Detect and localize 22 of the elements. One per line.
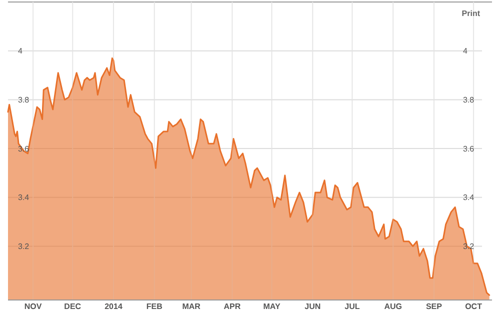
x-tick-label: OCT — [465, 302, 482, 311]
x-tick-label: MAY — [263, 302, 281, 311]
x-tick-label: JUN — [304, 302, 321, 311]
y2-tick-label: 4 — [463, 46, 468, 56]
x-tick-label: 2014 — [104, 302, 123, 311]
y-tick-label: 3.4 — [18, 193, 30, 202]
x-tick-label: FEB — [146, 302, 163, 311]
x-tick-label: NOV — [24, 302, 42, 311]
x-tick-label: SEP — [426, 302, 443, 311]
y-tick-label: 3.8 — [18, 96, 30, 105]
y2-tick-label: 3.4 — [463, 193, 475, 202]
y2-tick-label: 3.2 — [463, 242, 475, 252]
x-tick-label: MAR — [182, 302, 201, 311]
x-tick-label: JUL — [344, 302, 360, 311]
x-tick-label: APR — [224, 302, 241, 311]
y2-tick-label: 3.6 — [463, 144, 475, 154]
x-tick-label: DEC — [64, 302, 82, 311]
y2-tick-label: 3.8 — [463, 96, 475, 105]
annotation: Print — [462, 9, 480, 18]
y-tick-label: 4 — [18, 46, 23, 56]
y-tick-label: 3.2 — [18, 242, 30, 252]
x-tick-label: AUG — [384, 302, 402, 311]
